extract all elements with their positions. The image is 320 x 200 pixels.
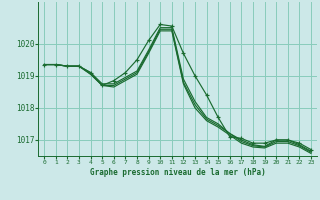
X-axis label: Graphe pression niveau de la mer (hPa): Graphe pression niveau de la mer (hPa) bbox=[90, 168, 266, 177]
